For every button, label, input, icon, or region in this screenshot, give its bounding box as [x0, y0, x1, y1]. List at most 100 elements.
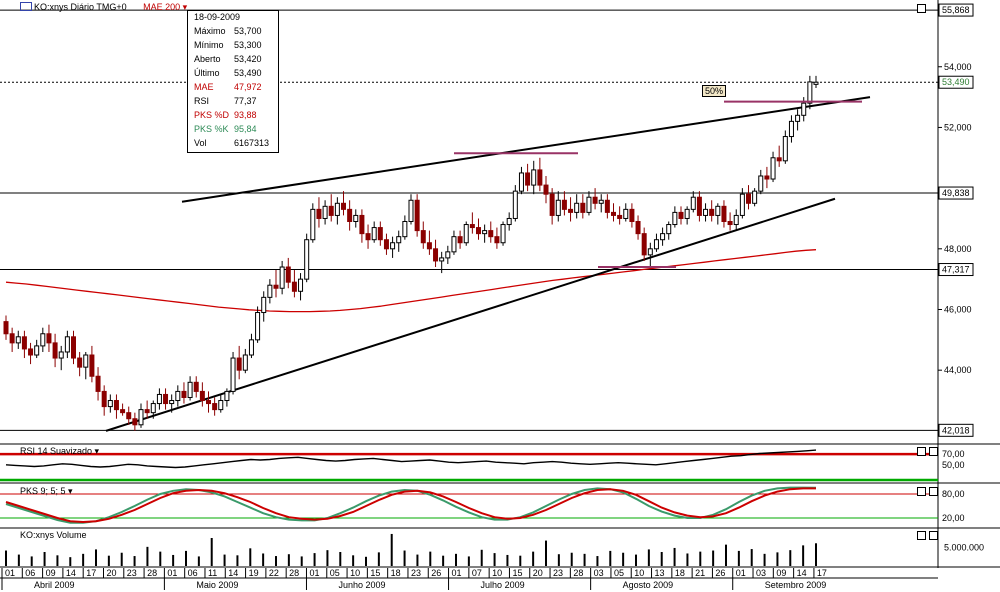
- pks-panel-title[interactable]: PKS 9; 5; 5: [20, 486, 66, 496]
- date-tick-label: 26: [431, 568, 441, 578]
- candle-body: [181, 390, 187, 398]
- candle: [304, 233, 310, 283]
- candle-body: [77, 357, 83, 368]
- volume-maximize-icon[interactable]: [917, 531, 926, 540]
- volume-close-icon[interactable]: [929, 531, 938, 540]
- candle: [666, 221, 672, 240]
- candle: [537, 157, 543, 192]
- candle: [463, 221, 469, 246]
- candle: [322, 200, 328, 225]
- candle: [469, 212, 475, 234]
- candle-body: [574, 202, 580, 213]
- overlay-label[interactable]: MAE 200: [143, 2, 181, 12]
- candle-body: [261, 296, 267, 314]
- candle: [120, 403, 126, 416]
- candle: [647, 242, 653, 268]
- candle: [586, 191, 592, 216]
- candle: [359, 209, 365, 243]
- candle: [365, 224, 371, 249]
- candle: [248, 333, 254, 359]
- candle: [426, 230, 432, 255]
- rsi-maximize-icon[interactable]: [917, 447, 926, 456]
- candle: [598, 194, 604, 213]
- candle: [310, 203, 316, 243]
- rsi-close-icon[interactable]: [929, 447, 938, 456]
- candle-body: [212, 403, 218, 411]
- candle: [316, 197, 322, 228]
- candle: [390, 236, 396, 258]
- chart-type-icon[interactable]: [20, 2, 32, 11]
- candle: [15, 330, 21, 349]
- candle-body: [291, 281, 297, 292]
- pks-maximize-icon[interactable]: [917, 487, 926, 496]
- candle-body: [310, 208, 316, 241]
- date-tick-label: 10: [350, 568, 360, 578]
- data-row-value: 53,700: [234, 26, 262, 36]
- volume-tick-label: 5.000.000: [944, 543, 984, 553]
- date-tick-label: 14: [228, 568, 238, 578]
- rsi-panel-title[interactable]: RSI 14 Suavizado: [20, 446, 93, 456]
- date-tick-label: 20: [106, 568, 116, 578]
- candle-body: [402, 221, 408, 238]
- candle-body: [770, 157, 776, 180]
- fibonacci-50-label[interactable]: 50%: [702, 85, 727, 97]
- pks-close-icon[interactable]: [929, 487, 938, 496]
- pks-dropdown-icon[interactable]: ▾: [65, 486, 73, 496]
- candle: [187, 376, 193, 401]
- month-label: Agosto 2009: [623, 580, 674, 590]
- price-level-box: [938, 3, 974, 17]
- candle-body: [426, 242, 432, 250]
- candle: [672, 206, 678, 228]
- candle-body: [126, 412, 132, 420]
- candle: [420, 221, 426, 249]
- maximize-icon[interactable]: [917, 4, 926, 13]
- candle: [285, 257, 291, 289]
- candle: [611, 203, 616, 222]
- candle: [334, 197, 340, 225]
- candle: [770, 151, 776, 183]
- candle-body: [469, 224, 475, 229]
- candle: [568, 197, 574, 222]
- candle-body: [132, 418, 138, 426]
- candle-body: [218, 400, 224, 411]
- candle-body: [95, 375, 101, 392]
- candle-body: [255, 312, 261, 341]
- candle-body: [690, 196, 696, 210]
- candle: [715, 203, 721, 225]
- candle: [58, 345, 64, 371]
- rsi-dropdown-icon[interactable]: ▾: [92, 446, 100, 456]
- candle: [635, 215, 641, 240]
- candle: [353, 209, 359, 228]
- overlay-dropdown-icon[interactable]: ▾: [180, 2, 188, 12]
- candle: [341, 191, 346, 216]
- date-tick-label: 28: [147, 568, 157, 578]
- candle: [230, 351, 236, 395]
- candle: [347, 200, 353, 231]
- data-row-value: 53,490: [234, 68, 262, 78]
- date-tick-label: 15: [512, 568, 522, 578]
- candle: [690, 191, 696, 213]
- candle: [500, 221, 506, 246]
- candle-body: [101, 390, 107, 408]
- candle: [512, 185, 518, 222]
- price-tick-label: 46,000: [944, 304, 972, 314]
- candle-body: [525, 172, 531, 186]
- candle: [101, 385, 107, 416]
- price-level-box: [938, 186, 974, 200]
- candle: [144, 400, 150, 419]
- price-tick-label: 54,000: [944, 62, 972, 72]
- candle: [788, 115, 794, 143]
- candle-body: [629, 208, 635, 222]
- data-row-value: 95,84: [234, 124, 257, 134]
- candle: [71, 330, 76, 365]
- candle-body: [733, 214, 739, 226]
- volume-panel-title[interactable]: KO:xnys Volume: [20, 530, 87, 540]
- candle: [684, 206, 690, 225]
- price-levels: [0, 9, 938, 431]
- candle-body: [506, 217, 512, 226]
- candle-body: [678, 211, 684, 219]
- candle: [758, 169, 764, 195]
- candle: [261, 291, 267, 322]
- price-level-label: 42,018: [942, 425, 970, 435]
- candle: [629, 203, 635, 228]
